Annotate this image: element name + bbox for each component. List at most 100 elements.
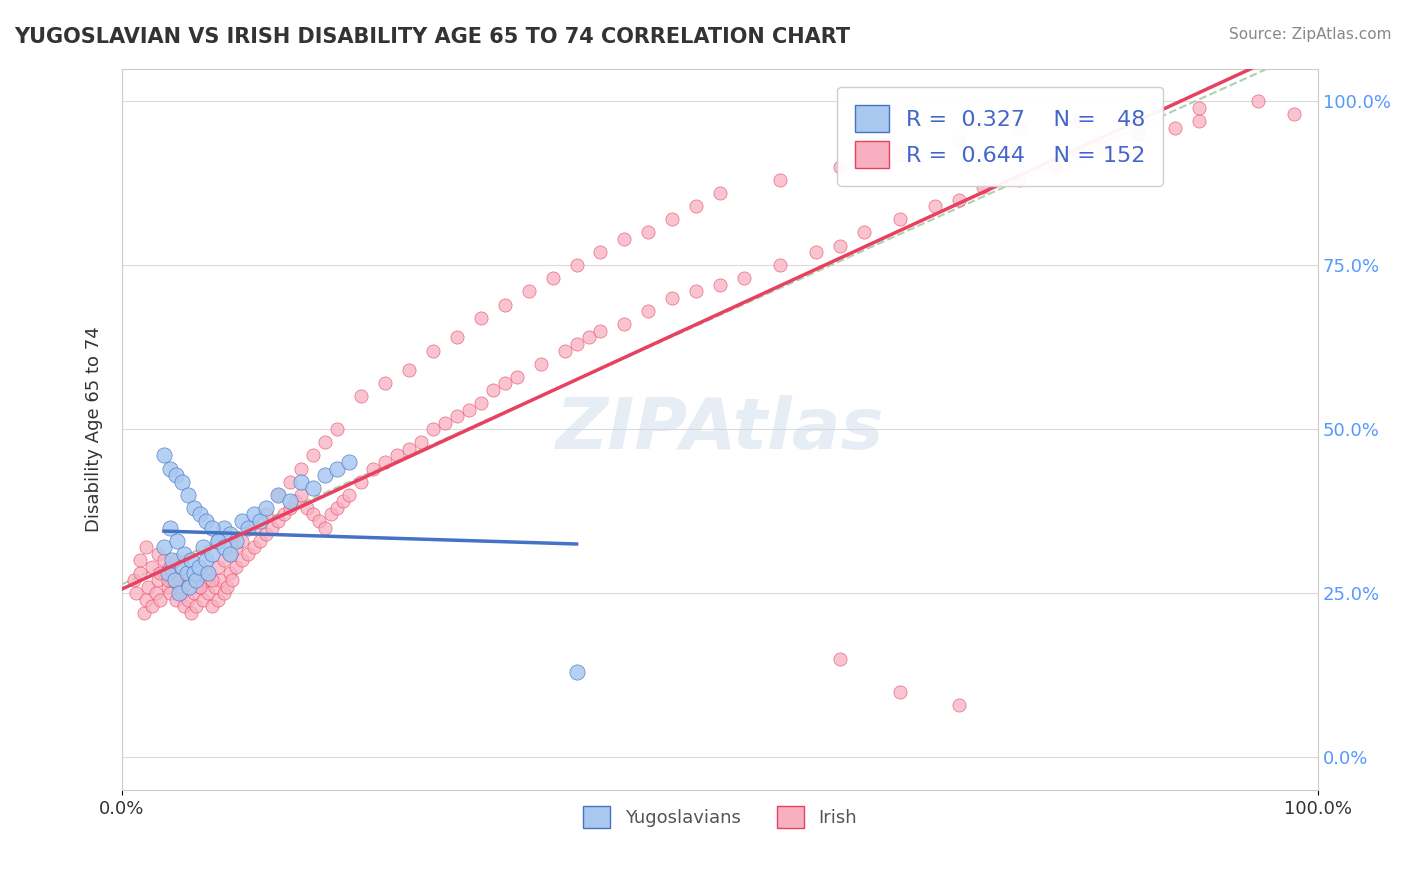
Point xyxy=(212,586,235,600)
Point xyxy=(249,533,271,548)
Point xyxy=(254,508,277,522)
Point xyxy=(565,337,588,351)
Point xyxy=(173,599,195,614)
Point xyxy=(385,449,408,463)
Point xyxy=(278,475,301,489)
Point xyxy=(129,553,152,567)
Point xyxy=(183,500,205,515)
Point xyxy=(225,560,247,574)
Point xyxy=(135,541,157,555)
Point xyxy=(180,553,202,567)
Point xyxy=(302,481,325,495)
Point xyxy=(374,455,396,469)
Point xyxy=(194,514,217,528)
Point xyxy=(162,573,184,587)
Point xyxy=(422,422,444,436)
Point xyxy=(302,508,325,522)
Point xyxy=(149,592,172,607)
Point xyxy=(125,586,148,600)
Point xyxy=(159,461,181,475)
Point xyxy=(186,573,208,587)
Point xyxy=(661,212,683,227)
Point xyxy=(308,514,330,528)
Point xyxy=(494,376,516,391)
Point xyxy=(506,369,529,384)
Point xyxy=(565,665,588,679)
Point xyxy=(159,560,181,574)
Point xyxy=(470,396,492,410)
Point xyxy=(314,468,336,483)
Point xyxy=(169,586,191,600)
Point xyxy=(350,475,373,489)
Point xyxy=(332,494,354,508)
Point xyxy=(422,343,444,358)
Point xyxy=(159,520,181,534)
Point xyxy=(326,422,349,436)
Point xyxy=(494,297,516,311)
Point xyxy=(183,573,205,587)
Point xyxy=(188,580,211,594)
Point xyxy=(207,560,229,574)
Point xyxy=(541,271,564,285)
Point xyxy=(433,416,456,430)
Point xyxy=(278,500,301,515)
Point xyxy=(350,389,373,403)
Point xyxy=(162,566,184,581)
Point xyxy=(162,553,184,567)
Point xyxy=(186,599,208,614)
Point xyxy=(177,592,200,607)
Point xyxy=(924,199,946,213)
Point xyxy=(889,684,911,698)
Point xyxy=(1067,114,1090,128)
Point xyxy=(337,455,360,469)
Point xyxy=(170,560,193,574)
Point xyxy=(565,258,588,272)
Point xyxy=(236,547,259,561)
Point xyxy=(166,533,188,548)
Point xyxy=(165,468,187,483)
Point xyxy=(141,560,163,574)
Point xyxy=(173,547,195,561)
Point xyxy=(212,520,235,534)
Point xyxy=(249,514,271,528)
Point xyxy=(1091,140,1114,154)
Point xyxy=(183,566,205,581)
Point xyxy=(733,271,755,285)
Point xyxy=(374,376,396,391)
Point xyxy=(177,580,200,594)
Point xyxy=(236,520,259,534)
Point xyxy=(685,285,707,299)
Point xyxy=(170,586,193,600)
Point xyxy=(260,520,283,534)
Point xyxy=(169,573,191,587)
Point xyxy=(284,494,307,508)
Point xyxy=(1247,95,1270,109)
Point xyxy=(242,508,264,522)
Point xyxy=(470,310,492,325)
Point xyxy=(180,606,202,620)
Point xyxy=(132,606,155,620)
Point xyxy=(194,566,217,581)
Point xyxy=(1187,101,1209,115)
Point xyxy=(156,580,179,594)
Point xyxy=(170,580,193,594)
Point xyxy=(278,494,301,508)
Point xyxy=(153,449,176,463)
Point xyxy=(212,553,235,567)
Point xyxy=(578,330,600,344)
Point xyxy=(889,146,911,161)
Y-axis label: Disability Age 65 to 74: Disability Age 65 to 74 xyxy=(86,326,103,533)
Point xyxy=(209,573,232,587)
Point xyxy=(221,573,243,587)
Point xyxy=(193,541,215,555)
Point xyxy=(273,508,295,522)
Point xyxy=(193,592,215,607)
Point xyxy=(231,533,253,548)
Point xyxy=(1008,173,1031,187)
Point xyxy=(197,566,219,581)
Point xyxy=(141,599,163,614)
Point xyxy=(326,500,349,515)
Point xyxy=(613,318,636,332)
Point xyxy=(266,488,288,502)
Point xyxy=(314,435,336,450)
